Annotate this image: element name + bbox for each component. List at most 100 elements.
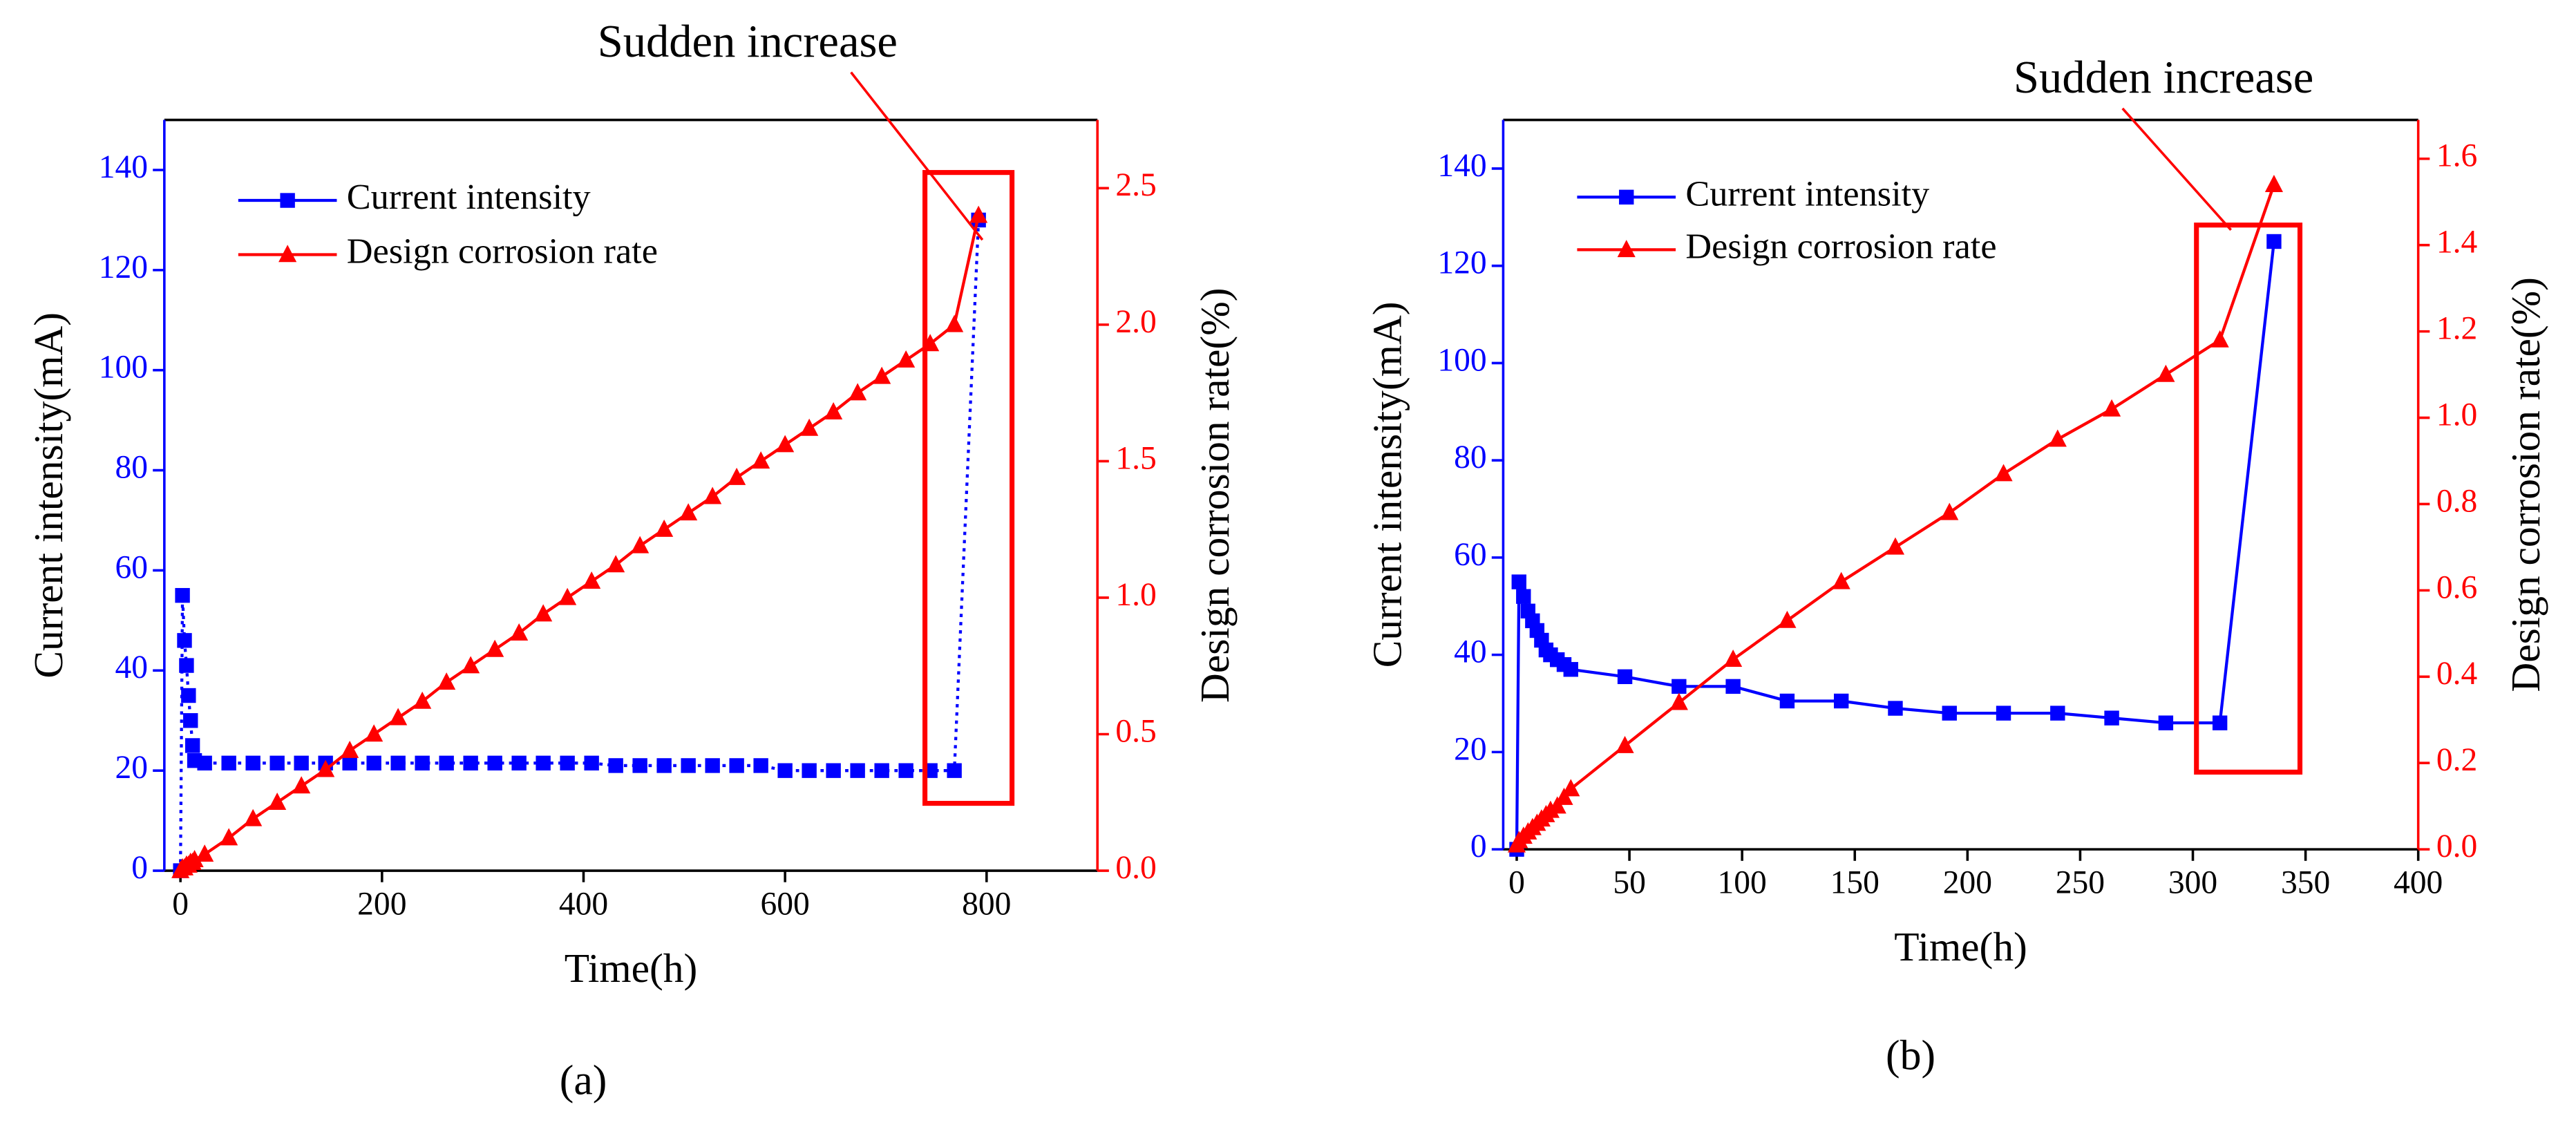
x-tick-label: 100 (1718, 864, 1767, 900)
marker (703, 486, 722, 504)
marker (181, 688, 196, 703)
marker (183, 713, 198, 728)
y-tick-label: 140 (99, 149, 148, 185)
annotation-line (2121, 107, 2232, 231)
marker (681, 758, 696, 773)
marker (2050, 706, 2065, 721)
marker (2103, 399, 2121, 417)
marker (365, 724, 383, 742)
highlight-box (2194, 223, 2303, 775)
y2-tick-label: 2.5 (1115, 167, 1156, 203)
marker (1563, 662, 1578, 677)
x-tick-label: 800 (962, 886, 1011, 922)
marker (1779, 693, 1795, 709)
marker (2264, 174, 2284, 192)
y2-tick-label: 0.4 (2436, 656, 2478, 692)
marker (462, 656, 480, 674)
marker (1833, 693, 1849, 709)
y-tick-label: 120 (1437, 245, 1486, 281)
legend-label: Current intensity (1685, 173, 1929, 214)
x-tick-label: 0 (1508, 864, 1525, 900)
x-tick-label: 300 (2168, 864, 2217, 900)
marker (342, 755, 357, 771)
x-tick-label: 400 (2394, 864, 2443, 900)
marker (655, 519, 674, 537)
y2-tick-label: 2.0 (1115, 304, 1156, 340)
annotation-line (850, 71, 984, 241)
marker (196, 844, 214, 862)
x-tick-label: 200 (1943, 864, 1992, 900)
marker (1888, 701, 1903, 716)
y2-tick-label: 0.8 (2436, 483, 2477, 519)
marker (800, 418, 819, 436)
marker (728, 467, 746, 485)
y-tick-label: 0 (1470, 829, 1487, 864)
marker (1669, 692, 1688, 710)
y2-axis-label: Design corrosion rate(%) (1192, 287, 1238, 703)
x-tick-label: 200 (357, 886, 406, 922)
marker (268, 793, 287, 810)
marker (486, 639, 504, 657)
marker (177, 633, 192, 648)
marker (1619, 189, 1634, 205)
marker (1940, 502, 1959, 520)
y2-tick-label: 1.2 (2436, 311, 2477, 347)
y2-tick-label: 1.6 (2436, 138, 2477, 174)
marker (2104, 710, 2119, 726)
marker (245, 755, 261, 771)
y-axis-label: Current intensity(mA) (1364, 301, 1410, 668)
marker (777, 763, 793, 778)
marker (1725, 679, 1741, 694)
legend-label: Current intensity (347, 177, 591, 217)
marker (729, 758, 744, 773)
marker (631, 536, 650, 553)
y-tick-label: 80 (1454, 439, 1487, 475)
marker (415, 755, 430, 771)
marker (437, 672, 456, 690)
marker (1942, 706, 1957, 721)
marker (1555, 787, 1573, 805)
marker (558, 587, 577, 605)
marker (366, 755, 381, 771)
marker (607, 555, 625, 573)
marker (753, 758, 768, 773)
marker (2266, 234, 2282, 249)
marker (560, 755, 575, 771)
marker (1616, 735, 1634, 753)
marker (175, 587, 190, 603)
marker (244, 808, 263, 826)
y2-tick-label: 1.0 (2436, 397, 2477, 433)
marker (752, 451, 770, 469)
marker (826, 763, 841, 778)
marker (185, 849, 204, 867)
marker (802, 763, 817, 778)
marker (898, 763, 913, 778)
y2-axis-label: Design corrosion rate(%) (2503, 277, 2548, 692)
marker (1996, 706, 2011, 721)
y-tick-label: 100 (1437, 342, 1486, 378)
marker (632, 758, 647, 773)
marker (608, 758, 623, 773)
x-axis-label: Time(h) (565, 945, 698, 991)
marker (2157, 364, 2175, 382)
y2-tick-label: 0.0 (2436, 829, 2477, 864)
marker (1548, 796, 1566, 814)
highlight-box (922, 170, 1015, 806)
annotation: Sudden increase (598, 17, 898, 67)
y2-tick-label: 1.4 (2436, 225, 2478, 261)
marker (1671, 679, 1687, 694)
marker (874, 763, 889, 778)
marker (390, 755, 406, 771)
x-tick-label: 400 (559, 886, 608, 922)
x-axis-label: Time(h) (1894, 924, 2027, 969)
marker (463, 755, 478, 771)
marker (280, 193, 295, 208)
y2-tick-label: 0.5 (1115, 713, 1156, 749)
marker (534, 604, 553, 622)
marker (179, 658, 194, 673)
marker (511, 755, 527, 771)
marker (510, 623, 529, 641)
marker (316, 759, 335, 777)
marker (221, 755, 236, 771)
